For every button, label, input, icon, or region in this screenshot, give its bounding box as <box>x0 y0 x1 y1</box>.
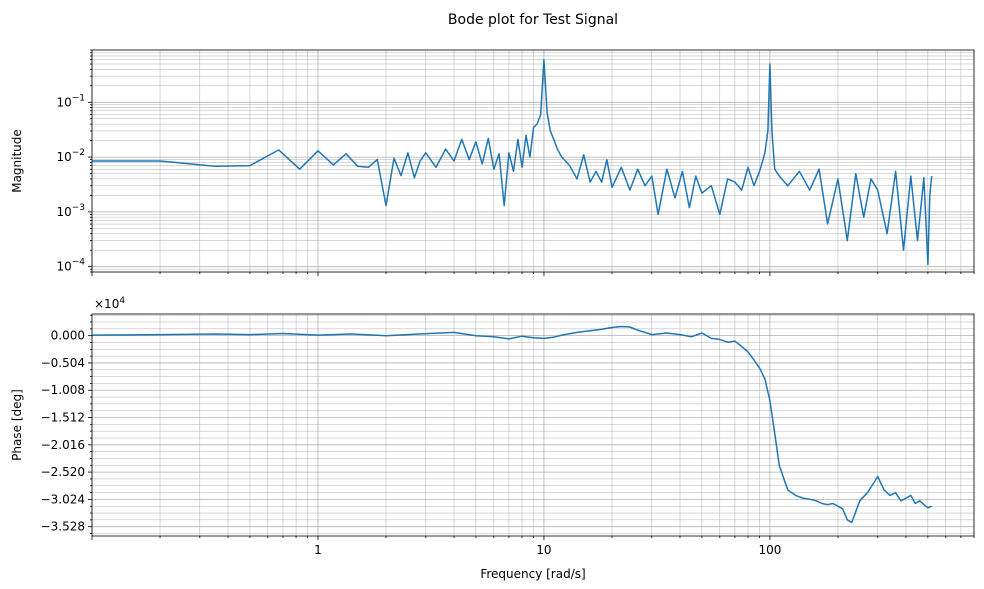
phase-ytick-label: −3.528 <box>41 520 85 534</box>
magnitude-ytick-label: 10−2 <box>56 148 85 164</box>
phase-ytick-label: −1.008 <box>41 383 85 397</box>
phase-xtick-label: 10 <box>536 543 551 557</box>
phase-line <box>91 325 932 524</box>
magnitude-ytick-label: 10−3 <box>56 203 85 219</box>
phase-y-multiplier: ×104 <box>94 296 125 311</box>
phase-ytick-label: −2.016 <box>41 438 85 452</box>
magnitude-line <box>92 58 933 266</box>
magnitude-ylabel: Magnitude <box>10 129 24 193</box>
phase-ytick-label: −1.512 <box>41 411 85 425</box>
phase-ytick-label: −3.024 <box>41 492 85 506</box>
magnitude-ytick-label: 10−1 <box>56 93 85 109</box>
phase-ytick-label: −0.504 <box>41 356 85 370</box>
magnitude-panel: 10−4 10−3 10−2 10−1 Magnitude <box>10 49 975 276</box>
phase-series <box>91 325 932 524</box>
phase-panel: 0.000 −0.504 −1.008 −1.512 −2.016 −2.520 −3.02… <box>10 296 975 581</box>
magnitude-ticks: 10−4 10−3 10−2 10−1 <box>56 49 975 276</box>
magnitude-ytick-label: 10−4 <box>56 258 85 274</box>
phase-ticks: 0.000 −0.504 −1.008 −1.512 −2.016 −2.520 −3.02… <box>41 314 975 557</box>
phase-xlabel: Frequency [rad/s] <box>480 567 585 581</box>
magnitude-series <box>92 58 933 266</box>
phase-ytick-label: 0.000 <box>51 329 85 343</box>
phase-grid <box>91 314 975 536</box>
phase-xtick-label: 100 <box>758 543 781 557</box>
phase-ylabel: Phase [deg] <box>10 389 24 461</box>
phase-xtick-label: 1 <box>314 543 322 557</box>
figure-title: Bode plot for Test Signal <box>448 12 618 28</box>
phase-axes-frame <box>91 313 975 537</box>
phase-ytick-label: −2.520 <box>41 465 85 479</box>
magnitude-axes-frame <box>91 49 975 273</box>
magnitude-grid <box>91 49 975 273</box>
